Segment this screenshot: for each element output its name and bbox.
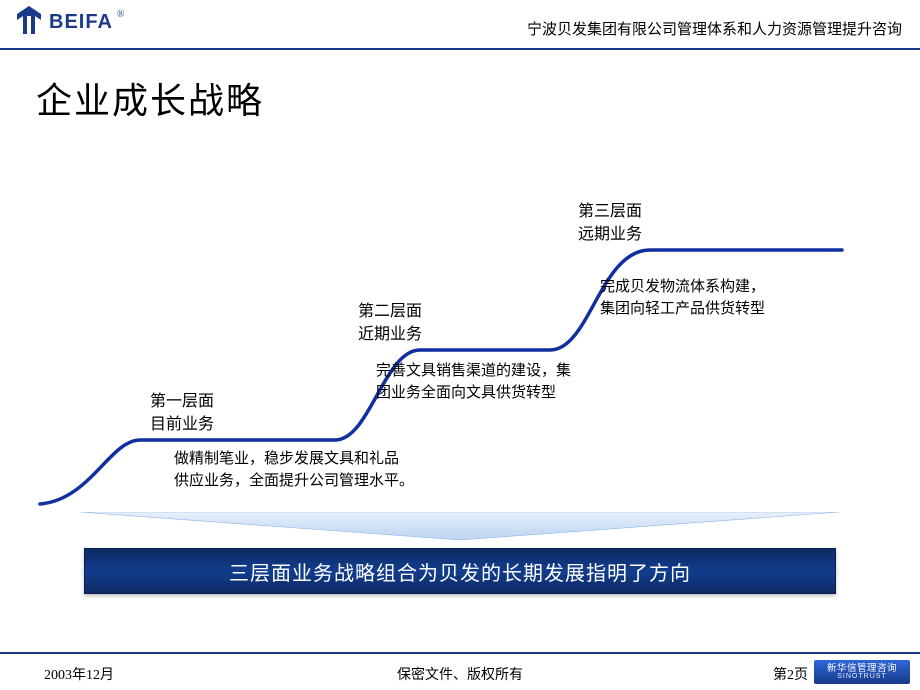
step-2-label-line1: 第二层面 xyxy=(358,303,422,320)
step-3-desc-line1: 完成贝发物流体系构建， xyxy=(600,278,765,295)
step-1-desc: 做精制笔业，稳步发展文具和礼品 供应业务，全面提升公司管理水平。 xyxy=(174,448,414,492)
registered-mark: ® xyxy=(117,9,125,20)
step-3-label-line2: 远期业务 xyxy=(578,226,642,243)
footer-page: 第2页 xyxy=(773,664,808,684)
page-title: 企业成长战略 xyxy=(36,72,264,124)
conclusion-text: 三层面业务战略组合为贝发的长期发展指明了方向 xyxy=(229,557,691,586)
badge-top: 新华信管理咨询 xyxy=(827,664,897,674)
step-3-label-line1: 第三层面 xyxy=(578,203,642,220)
step-3-desc: 完成贝发物流体系构建， 集团向轻工产品供货转型 xyxy=(600,276,765,320)
down-arrow-band xyxy=(80,512,840,540)
step-1-label: 第一层面 目前业务 xyxy=(150,390,214,436)
consultancy-badge: 新华信管理咨询 SINOTRUST xyxy=(814,660,910,684)
footer-bar: 2003年12月 保密文件、版权所有 第2页 新华信管理咨询 SINOTRUST xyxy=(0,652,920,690)
brand-logo: BEIFA ® xyxy=(15,6,127,38)
badge-bottom: SINOTRUST xyxy=(837,673,886,680)
header-bar: BEIFA ® 宁波贝发集团有限公司管理体系和人力资源管理提升咨询 xyxy=(0,0,920,50)
step-2-label: 第二层面 近期业务 xyxy=(358,300,422,346)
step-2-label-line2: 近期业务 xyxy=(358,326,422,343)
step-2-desc-line2: 团业务全面向文具供货转型 xyxy=(376,384,556,401)
step-1-label-line1: 第一层面 xyxy=(150,393,214,410)
step-1-desc-line2: 供应业务，全面提升公司管理水平。 xyxy=(174,472,414,489)
step-3-label: 第三层面 远期业务 xyxy=(578,200,642,246)
step-3-desc-line2: 集团向轻工产品供货转型 xyxy=(600,300,765,317)
step-1-label-line2: 目前业务 xyxy=(150,416,214,433)
footer-copyright: 保密文件、版权所有 xyxy=(397,664,523,684)
step-2-desc-line1: 完善文具销售渠道的建设，集 xyxy=(376,362,571,379)
footer-date: 2003年12月 xyxy=(44,664,114,684)
step-1-desc-line1: 做精制笔业，稳步发展文具和礼品 xyxy=(174,450,399,467)
conclusion-banner: 三层面业务战略组合为贝发的长期发展指明了方向 xyxy=(84,548,836,594)
logo-icon xyxy=(15,6,43,38)
step-2-desc: 完善文具销售渠道的建设，集 团业务全面向文具供货转型 xyxy=(376,360,571,404)
header-subtitle: 宁波贝发集团有限公司管理体系和人力资源管理提升咨询 xyxy=(527,18,902,39)
logo-text: BEIFA xyxy=(49,11,113,34)
